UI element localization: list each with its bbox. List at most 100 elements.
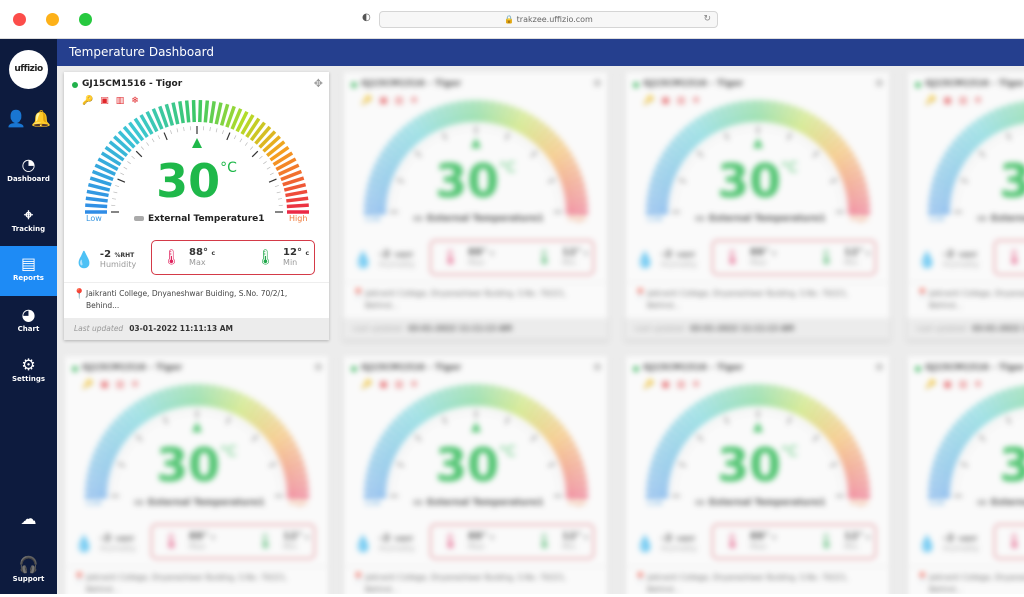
gauge-tick (216, 412, 217, 416)
gauge-tick (501, 414, 502, 418)
humidity-icon: 💧 (353, 250, 373, 269)
gauge-segment (205, 384, 207, 406)
cloud-download-button[interactable]: ☁ (0, 501, 57, 551)
humidity-icon: 💧 (635, 534, 655, 553)
gauge-tick (713, 139, 715, 142)
gauge-tick (177, 128, 178, 132)
gauge-tick (725, 417, 728, 424)
gauge-tick (437, 419, 439, 423)
gauge-segment (777, 387, 782, 408)
low-label: Low (647, 214, 663, 223)
sidebar-item-chart[interactable]: ◕Chart (0, 297, 57, 347)
humidity-icon: 💧 (635, 250, 655, 269)
move-icon[interactable]: ✥ (593, 77, 602, 90)
status-dot (72, 82, 78, 88)
maximize-window-button[interactable] (79, 13, 92, 26)
gauge-tick (738, 128, 739, 132)
gauge-tick (524, 426, 526, 429)
gauge-tick (806, 142, 808, 145)
move-icon[interactable]: ✥ (314, 77, 323, 90)
low-label: Low (86, 498, 102, 507)
gauge-segment (473, 100, 474, 122)
gauge-segment (748, 384, 750, 406)
high-label: High (850, 498, 868, 507)
gauge-tick (431, 423, 433, 426)
gauge-tick (811, 147, 814, 150)
user-icon[interactable]: 👤 (6, 109, 26, 128)
lock-icon: 🔒 (504, 15, 514, 24)
vehicle-name: GJ15CM1516 - Tigor (361, 79, 461, 89)
status-dot (915, 366, 921, 372)
page-title: Temperature Dashboard (57, 39, 1024, 66)
gauge-segment (180, 385, 183, 407)
thermometer-up-icon: 🌡 (441, 248, 460, 266)
sensor-icon (134, 500, 144, 505)
sensor-icon (977, 216, 987, 221)
move-icon[interactable]: ✥ (875, 77, 884, 90)
gauge-segment (166, 104, 172, 125)
gauge-segment (173, 387, 178, 408)
temperature-card-blurred: GJ15CM1516 - Tigor ✥ 🔑 ▣ ▥ ❄ 30°C Low Hi… (343, 356, 608, 594)
status-dot (351, 366, 357, 372)
gauge-tick (489, 411, 490, 415)
gauge-segment (501, 104, 507, 125)
move-icon[interactable]: ✥ (875, 361, 884, 374)
gauge-tick (227, 417, 230, 424)
gauge-tick (1007, 417, 1010, 424)
temperature-card-blurred: GJ15CM1516 - Tigor ✥ 🔑 ▣ ▥ ❄ 30°C Low Hi… (625, 72, 890, 340)
location-pin-icon: 📍 (916, 289, 928, 301)
location-pin-icon: 📍 (73, 289, 85, 301)
address: 📍Jaikranti College, Dnyaneshwar Buiding,… (625, 566, 890, 594)
gauge-tick (1007, 133, 1010, 140)
gauge-tick (1001, 419, 1003, 423)
temperature-value: 30°C (907, 154, 1024, 208)
gauge-segment (727, 104, 733, 125)
gauge-segment (466, 384, 468, 406)
sensor-icon (413, 500, 423, 505)
gauge-tick (783, 130, 784, 134)
gauge-segment (445, 104, 451, 125)
close-window-button[interactable] (13, 13, 26, 26)
gauge-tick (811, 431, 814, 434)
sidebar-item-dashboard[interactable]: ◔Dashboard (0, 147, 57, 197)
sensor-name: External Temperature1 (695, 498, 826, 508)
thermometer-up-icon: 🌡 (723, 532, 742, 550)
temperature-card[interactable]: GJ15CM1516 - Tigor ✥ 🔑 ▣ ▥ ❄ 30°C Low Hi… (64, 72, 329, 340)
gauge-needle (471, 422, 481, 432)
sensor-name: External Temperature1 (977, 214, 1024, 224)
gauge-segment (479, 100, 480, 122)
reload-icon[interactable]: ↻ (703, 12, 711, 27)
gauge-segment (473, 384, 474, 406)
bell-icon[interactable]: 🔔 (31, 109, 51, 128)
gauge-tick (227, 133, 230, 140)
location-pin-icon: 📍 (352, 289, 364, 301)
gauge-segment (216, 103, 221, 124)
gauge-tick (164, 417, 167, 424)
gauge-tick (795, 135, 797, 139)
sidebar-item-reports[interactable]: ▤Reports (0, 246, 57, 296)
gauge-segment (755, 100, 756, 122)
minimize-window-button[interactable] (46, 13, 59, 26)
address-bar[interactable]: 🔒 trakzee.uffizio.com↻ (379, 11, 718, 28)
gauge-segment (727, 388, 733, 409)
privacy-shield-icon[interactable]: ◐ (362, 12, 371, 23)
sidebar-item-settings[interactable]: ⚙Settings (0, 347, 57, 397)
move-icon[interactable]: ✥ (593, 361, 602, 374)
thermometer-down-icon: 🌡 (256, 532, 275, 550)
gauge-tick (463, 127, 464, 131)
gauge-tick (463, 411, 464, 415)
sidebar-item-support[interactable]: 🎧Support (0, 547, 57, 597)
high-label: High (850, 214, 868, 223)
address: 📍Jaikranti College, Dnyaneshwar Buiding,… (343, 566, 608, 594)
gauge-tick (513, 419, 515, 423)
gauge-tick (524, 142, 526, 145)
sidebar-item-tracking[interactable]: ⌖Tracking (0, 197, 57, 247)
thermometer-down-icon: 🌡 (256, 248, 275, 266)
gauge-needle (192, 138, 202, 148)
gauge-tick (184, 127, 185, 131)
move-icon[interactable]: ✥ (314, 361, 323, 374)
gauge-tick (1013, 130, 1014, 134)
